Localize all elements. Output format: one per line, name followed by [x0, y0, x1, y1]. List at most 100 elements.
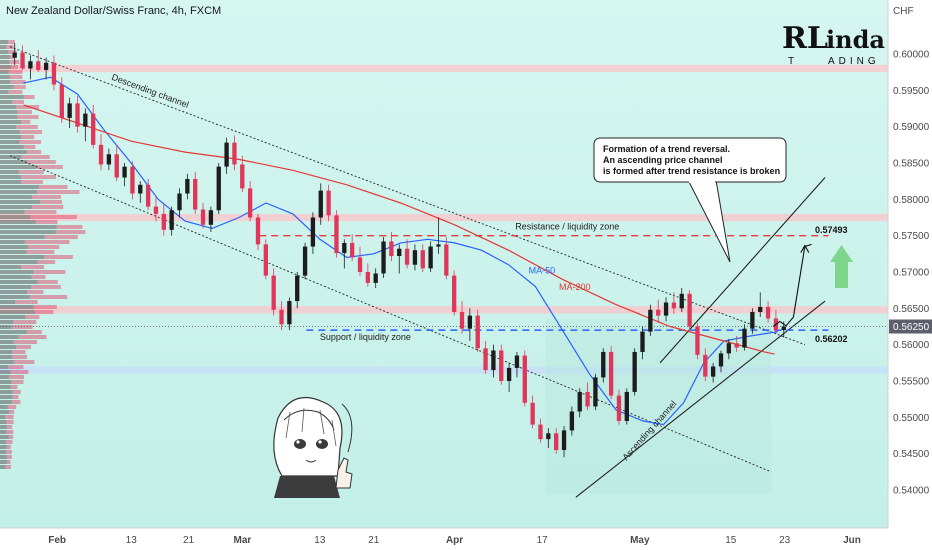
volume-bar-down — [5, 465, 11, 469]
volume-bar-up — [0, 185, 39, 189]
currency-label: CHF — [893, 6, 914, 17]
candle-body — [295, 275, 300, 302]
candle-body — [114, 154, 119, 178]
candle-body — [357, 257, 363, 272]
y-tick-label: 0.60000 — [893, 50, 930, 61]
highlight-area — [545, 319, 772, 494]
candle-body — [279, 309, 284, 325]
candle-body — [624, 391, 629, 421]
candle-body — [342, 242, 347, 254]
y-tick-label: 0.55000 — [893, 413, 930, 424]
volume-bar-up — [0, 420, 7, 424]
time-axis-background — [0, 528, 932, 550]
volume-bar-up — [0, 110, 18, 114]
candle-body — [444, 244, 449, 276]
volume-bar-up — [0, 305, 34, 309]
volume-bar-up — [0, 170, 19, 174]
y-tick-label: 0.58000 — [893, 195, 930, 206]
candle-body — [208, 210, 214, 225]
volume-bar-down — [27, 290, 44, 294]
x-tick-label: Jun — [843, 535, 861, 546]
liquidity-zone-red — [0, 213, 888, 222]
volume-bar-up — [0, 275, 32, 279]
volume-bar-down — [6, 430, 14, 434]
volume-bar-down — [17, 110, 32, 114]
candle-body — [546, 433, 551, 440]
candle-body — [514, 355, 520, 368]
volume-bar-down — [5, 415, 14, 419]
y-tick-label: 0.56000 — [893, 340, 930, 351]
volume-bar-down — [29, 295, 68, 299]
volume-bar-up — [0, 90, 9, 94]
volume-bar-down — [12, 395, 19, 399]
liquidity-zone-red — [0, 306, 888, 314]
volume-bar-up — [0, 390, 13, 394]
volume-bar-down — [8, 40, 15, 44]
candle-body — [530, 402, 535, 425]
logo-initial: RL — [782, 21, 828, 56]
volume-bar-down — [11, 400, 21, 404]
candle-body — [216, 166, 221, 211]
volume-bar-up — [0, 290, 28, 294]
candle-body — [106, 154, 112, 165]
candle-body — [703, 354, 708, 377]
volume-bar-up — [0, 50, 9, 54]
candle-body — [193, 178, 198, 210]
volume-bar-up — [0, 210, 25, 214]
volume-bar-down — [23, 95, 35, 99]
volume-bar-up — [0, 440, 7, 444]
volume-bar-down — [12, 355, 28, 359]
candle-body — [185, 178, 190, 194]
volume-bar-up — [0, 310, 35, 314]
volume-bar-down — [21, 180, 43, 184]
candle-body — [522, 355, 527, 403]
volume-bar-up — [0, 315, 26, 319]
candle-body — [750, 311, 755, 329]
target-price-label: 0.56202 — [815, 334, 848, 344]
volume-bar-down — [56, 225, 83, 229]
volume-bar-down — [6, 440, 13, 444]
volume-bar-up — [0, 370, 11, 374]
level-lines — [0, 234, 888, 331]
volume-bar-up — [0, 200, 40, 204]
volume-bar-up — [0, 140, 20, 144]
volume-bar-up — [0, 300, 16, 304]
volume-bar-up — [0, 65, 12, 69]
ma-50-line — [23, 76, 778, 426]
candle-body — [373, 273, 378, 283]
callout-line-3: is formed after trend resistance is brok… — [603, 166, 780, 176]
y-tick-label: 0.56500 — [893, 304, 930, 315]
logo-t-letter: T — [788, 56, 798, 67]
volume-bar-up — [0, 100, 13, 104]
volume-bar-up — [0, 180, 22, 184]
volume-bar-down — [55, 230, 86, 234]
volume-bar-up — [0, 410, 10, 414]
candle-body — [91, 113, 96, 145]
channel-ascending-upper-line — [659, 177, 826, 364]
candle-body — [499, 350, 504, 381]
chart-title: New Zealand Dollar/Swiss Franc, 4h, FXCM — [6, 5, 221, 17]
volume-bar-down — [8, 70, 23, 74]
candle-body — [608, 351, 614, 396]
volume-bar-down — [24, 240, 70, 244]
candle-body — [640, 331, 645, 352]
volume-bar-down — [21, 135, 35, 139]
candle-body — [334, 215, 339, 254]
volume-bar-up — [0, 235, 45, 239]
volume-bar-up — [0, 295, 30, 299]
price-axis-background — [888, 0, 932, 550]
volume-bar-up — [0, 240, 25, 244]
candle-body — [506, 367, 512, 381]
candle-body — [648, 309, 653, 332]
liquidity-zone-blue — [0, 366, 888, 374]
candle-body — [436, 244, 441, 247]
candle-body — [130, 166, 135, 194]
volume-bar-up — [0, 465, 6, 469]
volume-bar-up — [0, 75, 10, 79]
candle-body — [726, 343, 731, 354]
volume-bar-down — [8, 50, 17, 54]
candle-body — [428, 246, 433, 269]
candle-body — [161, 213, 166, 230]
volume-bar-down — [15, 300, 38, 304]
volume-bar-down — [11, 325, 33, 329]
